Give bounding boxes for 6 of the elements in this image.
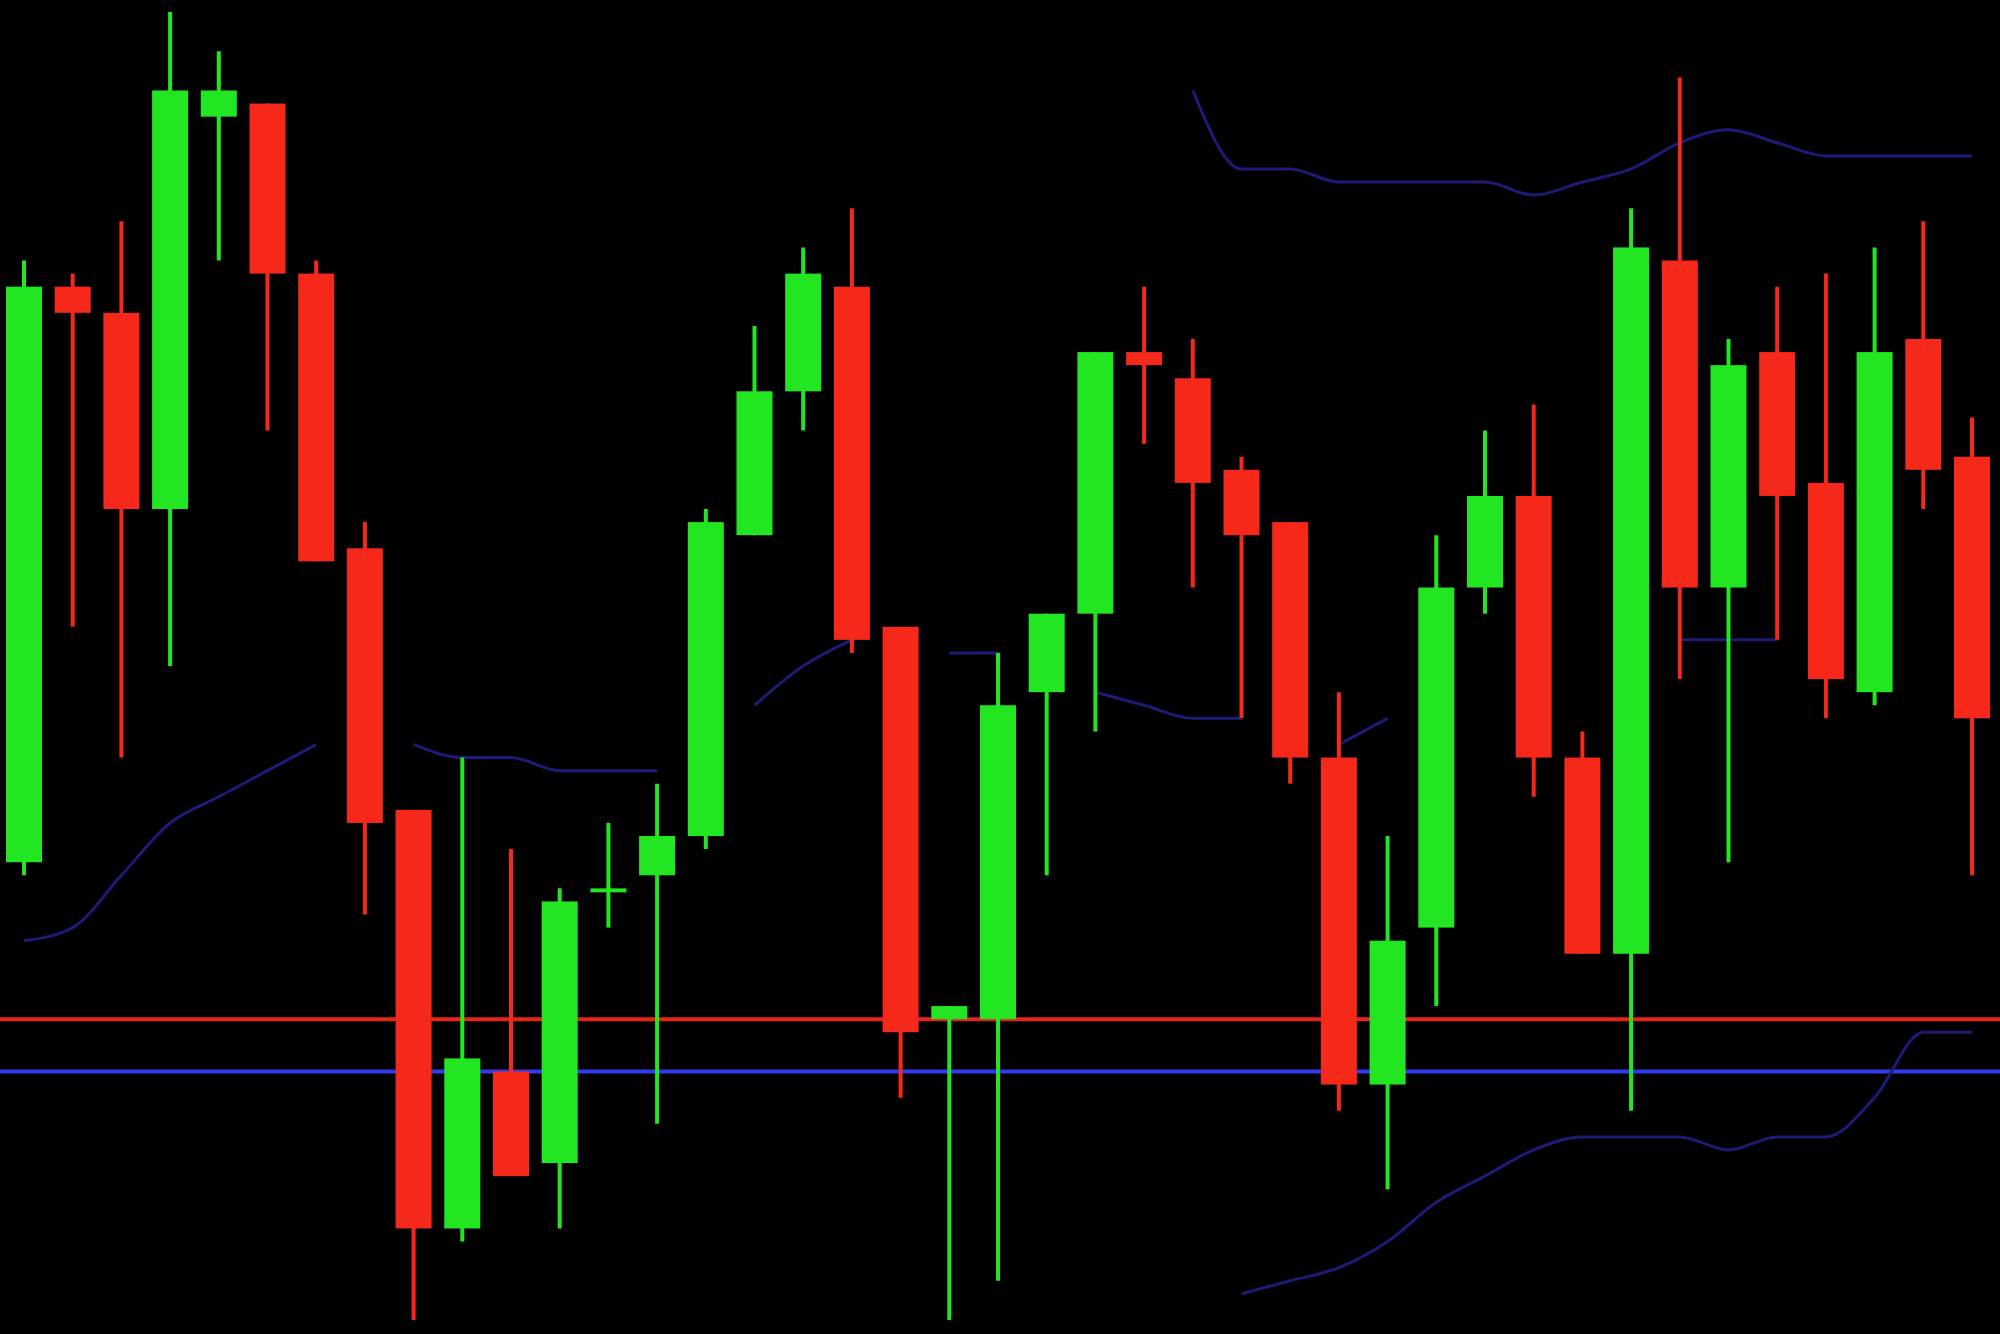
candlestick bbox=[590, 820, 627, 930]
candlestick bbox=[200, 49, 237, 263]
candlestick bbox=[639, 781, 676, 1126]
candlestick bbox=[1126, 284, 1163, 446]
candlestick bbox=[54, 271, 91, 629]
candlestick bbox=[931, 1004, 968, 1322]
